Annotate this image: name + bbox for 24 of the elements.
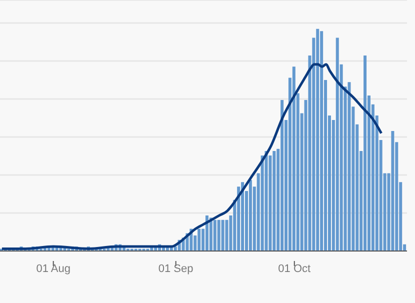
bar (348, 82, 351, 251)
bar (260, 155, 264, 251)
bar (264, 151, 268, 251)
x-tick-label: 01 Aug (36, 262, 70, 275)
bar (248, 180, 252, 251)
bar (221, 220, 224, 251)
bar (320, 31, 324, 251)
bar (205, 215, 208, 251)
bar (391, 131, 394, 251)
bar (213, 220, 216, 251)
bar (292, 66, 296, 251)
bar (364, 56, 367, 251)
bar (198, 228, 201, 251)
bar (241, 182, 244, 251)
bar (272, 151, 276, 251)
x-tick-label: 01 Sep (158, 262, 194, 275)
bar (280, 100, 284, 251)
bar (209, 218, 212, 251)
bar (268, 155, 272, 251)
x-tick-label: 01 Oct (278, 262, 311, 275)
bar (316, 28, 320, 251)
bar (217, 220, 220, 251)
bar (336, 38, 339, 251)
bar (225, 220, 228, 251)
